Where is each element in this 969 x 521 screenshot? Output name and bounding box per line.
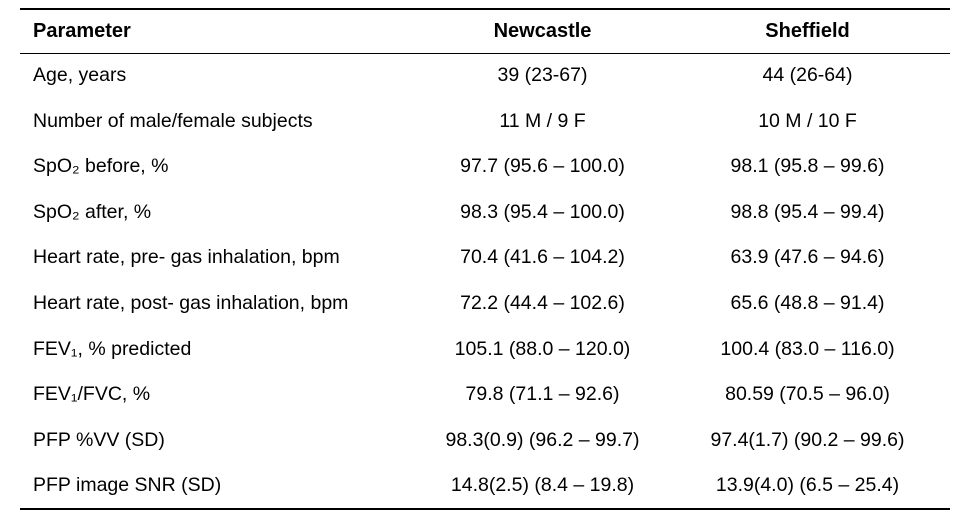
sheffield-value-cell: 13.9(4.0) (6.5 – 25.4) bbox=[715, 473, 900, 496]
parameter-cell: Age, years bbox=[33, 64, 127, 87]
sheffield-value-cell: 10 M / 10 F bbox=[758, 109, 857, 132]
newcastle-value-cell: 105.1 (88.0 – 120.0) bbox=[454, 337, 631, 360]
newcastle-value-cell: 39 (23-67) bbox=[497, 64, 588, 87]
table-body: Age, years 39 (23-67) 44 (26-64) Number of … bbox=[20, 53, 950, 509]
newcastle-value-cell: 79.8 (71.1 – 92.6) bbox=[465, 383, 620, 406]
parameter-cell: PFP image SNR (SD) bbox=[33, 473, 222, 496]
parameter-cell: Heart rate, post- gas inhalation, bpm bbox=[33, 292, 349, 315]
parameter-cell: PFP %VV (SD) bbox=[33, 428, 165, 451]
clinical-parameters-table: Parameter Newcastle Sheffield Age, years… bbox=[20, 8, 950, 510]
table-row: Heart rate, post- gas inhalation, bpm 72.… bbox=[20, 281, 950, 327]
table-row: PFP %VV (SD) 98.3(0.9) (96.2 – 99.7) 97.4(… bbox=[20, 418, 950, 464]
sheffield-value-cell: 80.59 (70.5 – 96.0) bbox=[725, 383, 890, 406]
sheffield-value-cell: 100.4 (83.0 – 116.0) bbox=[720, 337, 895, 360]
table-row: FEV₁, % predicted 105.1 (88.0 – 120.0) 100… bbox=[20, 327, 950, 373]
column-header-sheffield: Sheffield bbox=[765, 20, 850, 43]
parameter-cell: Number of male/female subjects bbox=[33, 109, 313, 132]
newcastle-value-cell: 72.2 (44.4 – 102.6) bbox=[460, 292, 625, 315]
parameter-cell: FEV₁/FVC, % bbox=[33, 383, 151, 406]
column-header-parameter: Parameter bbox=[33, 20, 131, 43]
newcastle-value-cell: 97.7 (95.6 – 100.0) bbox=[460, 155, 625, 178]
sheffield-value-cell: 65.6 (48.8 – 91.4) bbox=[730, 292, 885, 315]
parameter-cell: FEV₁, % predicted bbox=[33, 337, 192, 360]
newcastle-value-cell: 98.3 (95.4 – 100.0) bbox=[460, 200, 625, 223]
column-header-newcastle: Newcastle bbox=[493, 20, 592, 43]
header-row: Parameter Newcastle Sheffield bbox=[20, 9, 950, 53]
table-row: Number of male/female subjects 11 M / 9 F… bbox=[20, 99, 950, 145]
newcastle-value-cell: 98.3(0.9) (96.2 – 99.7) bbox=[445, 428, 640, 451]
sheffield-value-cell: 98.1 (95.8 – 99.6) bbox=[730, 155, 885, 178]
newcastle-value-cell: 14.8(2.5) (8.4 – 19.8) bbox=[450, 473, 635, 496]
sheffield-value-cell: 44 (26-64) bbox=[762, 64, 853, 87]
table-row: Age, years 39 (23-67) 44 (26-64) bbox=[20, 53, 950, 99]
table-row: SpO₂ before, % 97.7 (95.6 – 100.0) 98.1 (9… bbox=[20, 144, 950, 190]
sheffield-value-cell: 63.9 (47.6 – 94.6) bbox=[730, 246, 885, 269]
parameter-cell: Heart rate, pre- gas inhalation, bpm bbox=[33, 246, 340, 269]
newcastle-value-cell: 11 M / 9 F bbox=[499, 109, 586, 132]
parameter-cell: SpO₂ before, % bbox=[33, 155, 169, 178]
table-row: SpO₂ after, % 98.3 (95.4 – 100.0) 98.8 (95… bbox=[20, 190, 950, 236]
table-row: Heart rate, pre- gas inhalation, bpm 70.4… bbox=[20, 235, 950, 281]
table-row: FEV₁/FVC, % 79.8 (71.1 – 92.6) 80.59 (70.5… bbox=[20, 372, 950, 418]
sheffield-value-cell: 97.4(1.7) (90.2 – 99.6) bbox=[710, 428, 905, 451]
parameter-cell: SpO₂ after, % bbox=[33, 200, 152, 223]
newcastle-value-cell: 70.4 (41.6 – 104.2) bbox=[460, 246, 625, 269]
sheffield-value-cell: 98.8 (95.4 – 99.4) bbox=[730, 200, 885, 223]
table-row: PFP image SNR (SD) 14.8(2.5) (8.4 – 19.8)… bbox=[20, 463, 950, 509]
